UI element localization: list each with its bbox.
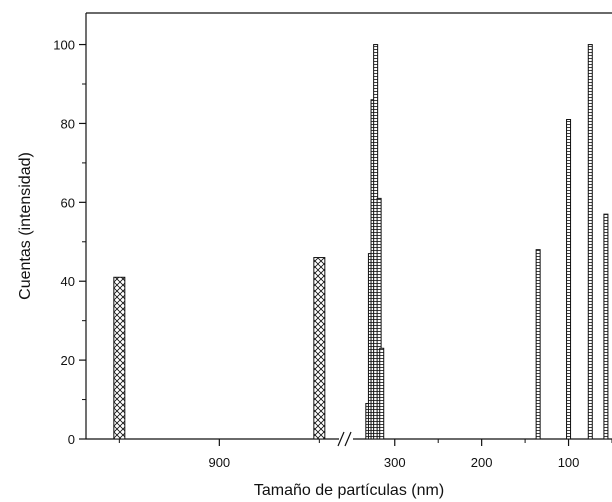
y-tick-label: 80: [61, 116, 75, 131]
x-tick-label: 300: [384, 455, 406, 470]
bar: [587, 44, 593, 439]
bar: [113, 276, 126, 439]
bar: [379, 347, 385, 439]
y-axis-title: Cuentas (intensidad): [17, 152, 34, 300]
bar: [535, 249, 541, 439]
y-tick-label: 40: [61, 274, 75, 289]
x-tick-label: 900: [208, 455, 230, 470]
bar: [313, 257, 326, 439]
y-tick-label: 20: [61, 353, 75, 368]
bar: [376, 197, 382, 439]
y-tick-label: 60: [61, 195, 75, 210]
y-tick-label: 0: [68, 432, 75, 447]
x-tick-label: 200: [471, 455, 493, 470]
x-tick-label: 100: [558, 455, 580, 470]
y-tick-label: 100: [53, 38, 75, 53]
bars: [113, 44, 609, 439]
axis-break-mark: [337, 431, 352, 447]
x-axis-title: Tamaño de partículas (nm): [254, 482, 444, 499]
bar: [566, 119, 572, 439]
x-axis-ticks: 900 300 200 100: [118, 439, 612, 470]
y-axis-ticks: 0 20 40 60 80 100: [53, 38, 86, 447]
bar: [603, 213, 609, 439]
